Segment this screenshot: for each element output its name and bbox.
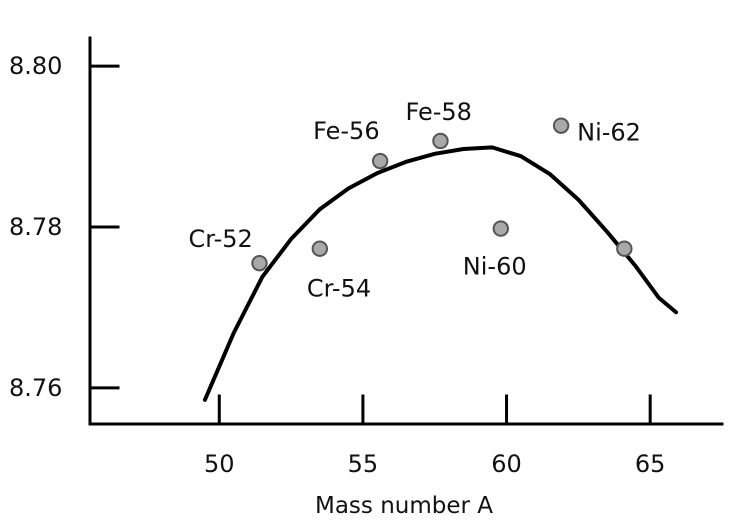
point-label: Fe-56 [313,117,379,145]
fit-curve-line [202,145,679,402]
data-point [251,254,268,272]
y-tick-label: 8.80 [9,52,62,80]
y-tick-label: 8.78 [9,213,62,241]
x-tick-label: 50 [204,450,235,478]
curve-layer [202,145,679,402]
data-point [492,220,509,237]
x-axis-title: Mass number A [315,493,493,519]
data-point [552,117,570,134]
point-label: Cr-52 [188,225,252,253]
data-point [311,240,329,257]
x-tick-label: 65 [635,450,666,478]
point-label: Ni-62 [577,119,641,147]
ticks-layer: 50 55 60 65 8.76 8.78 8.80 [9,52,665,478]
x-tick-label: 55 [348,450,379,478]
points-layer [251,117,633,272]
data-point [432,132,449,150]
data-point [371,152,389,170]
point-label: Cr-54 [307,275,371,303]
x-tick-label: 60 [491,450,522,478]
point-label: Ni-60 [463,253,527,281]
axes-layer [88,36,724,426]
labels-layer: Cr-52 Cr-54 Fe-56 Fe-58 Ni-60 Ni-62 [188,98,640,303]
point-label: Fe-58 [405,98,471,126]
data-point [616,240,633,257]
y-tick-label: 8.76 [9,374,62,402]
